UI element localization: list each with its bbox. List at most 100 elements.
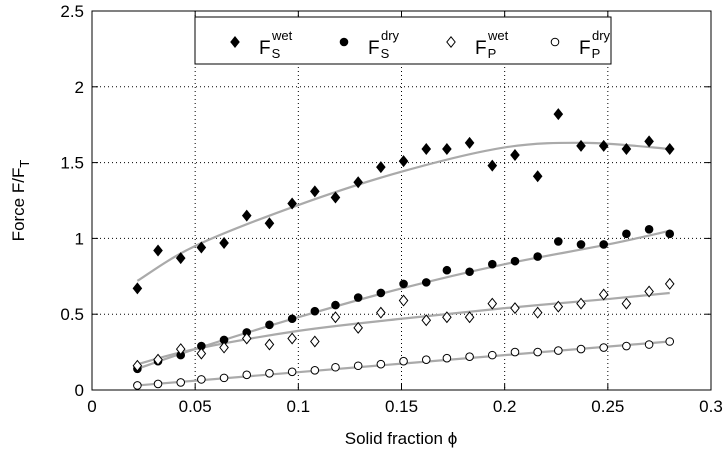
data-point (487, 297, 498, 310)
legend-label-subscript: P (592, 46, 601, 61)
data-point (264, 338, 275, 351)
y-axis-label-subscript: T (17, 160, 32, 168)
data-point (287, 197, 297, 210)
data-point (421, 142, 432, 155)
data-point (265, 320, 274, 330)
data-point (599, 240, 609, 249)
y-tick-label: 0 (75, 381, 84, 400)
data-point (598, 288, 609, 301)
x-axis-label: Solid fraction ϕ (345, 429, 458, 448)
data-point (196, 347, 207, 360)
data-point (622, 341, 631, 351)
y-tick-label: 1.5 (60, 154, 84, 173)
axis-ticks: 0 0.05 0.1 0.15 0.2 0.25 0.3 0 0.5 1 1.5 2 2.5 (60, 2, 722, 416)
data-point (664, 277, 675, 290)
data-point (553, 108, 564, 121)
data-point (665, 337, 675, 346)
y-tick-label: 1 (75, 229, 84, 248)
y-tick-label: 2.5 (60, 2, 84, 21)
data-point (242, 370, 252, 380)
data-point (553, 300, 564, 313)
data-point (576, 139, 586, 152)
data-point (442, 311, 452, 324)
data-point (398, 294, 409, 307)
data-point (197, 375, 206, 384)
y-tick-label: 0.5 (60, 305, 84, 324)
legend-label: FP (475, 38, 496, 61)
data-point (132, 282, 143, 295)
x-tick-label: 0.1 (287, 397, 311, 416)
data-point (442, 142, 452, 155)
data-point (398, 155, 409, 168)
data-point (487, 259, 497, 269)
data-point (621, 297, 632, 310)
data-point (576, 240, 586, 249)
legend-label: FS (259, 38, 281, 61)
data-point (510, 302, 520, 315)
data-point (421, 314, 432, 327)
data-point (644, 340, 654, 349)
data-point (644, 285, 654, 298)
data-point (353, 293, 363, 302)
data-point (330, 311, 341, 324)
data-point (241, 209, 252, 222)
data-point (353, 176, 363, 189)
data-point (287, 314, 297, 324)
data-point (421, 355, 431, 364)
legend-label-main: F (368, 38, 380, 59)
legend-label-main: F (579, 38, 591, 59)
data-point (219, 341, 229, 354)
data-point (287, 367, 297, 377)
data-point (219, 373, 229, 383)
data-point (353, 361, 363, 371)
x-tick-label: 0.15 (385, 397, 418, 416)
data-point (310, 185, 320, 198)
data-point (265, 369, 274, 378)
legend-label-subscript: S (272, 46, 281, 61)
data-point (644, 225, 654, 234)
legend-label-superscript: dry (381, 28, 400, 43)
x-tick-label: 0.3 (699, 397, 723, 416)
data-point (621, 142, 632, 155)
legend-label-superscript: dry (592, 28, 611, 43)
data-point (133, 381, 142, 390)
data-point (664, 142, 675, 155)
data-point (464, 311, 475, 324)
data-point (598, 139, 609, 152)
data-point (532, 306, 543, 319)
data-point (219, 236, 229, 249)
data-point (487, 159, 498, 172)
data-point (331, 300, 340, 310)
data-point (175, 343, 186, 356)
data-point (353, 321, 363, 334)
data-point (176, 378, 186, 387)
data-point (132, 359, 143, 372)
y-axis-label-main: Force F/F (9, 168, 28, 242)
data-point (399, 279, 408, 289)
y-axis-label: Force F/FT (9, 160, 32, 242)
data-point (576, 297, 586, 310)
data-point (510, 256, 520, 266)
legend-marker (230, 35, 240, 49)
legend-marker (446, 35, 456, 49)
legend-label-subscript: S (381, 46, 390, 61)
grid (92, 11, 711, 390)
data-point (153, 244, 163, 257)
data-markers (132, 108, 675, 390)
x-tick-label: 0.2 (493, 397, 517, 416)
data-point (153, 379, 163, 389)
data-point (599, 343, 609, 352)
data-point (331, 362, 340, 372)
data-point (465, 267, 474, 277)
data-point (310, 365, 320, 375)
data-point (376, 306, 386, 319)
legend-label: FS (368, 38, 390, 61)
legend-label-superscript: wet (271, 28, 293, 43)
data-point (622, 229, 631, 239)
data-point (510, 149, 520, 162)
data-point (376, 288, 386, 298)
data-point (533, 347, 542, 357)
data-point (554, 237, 563, 246)
